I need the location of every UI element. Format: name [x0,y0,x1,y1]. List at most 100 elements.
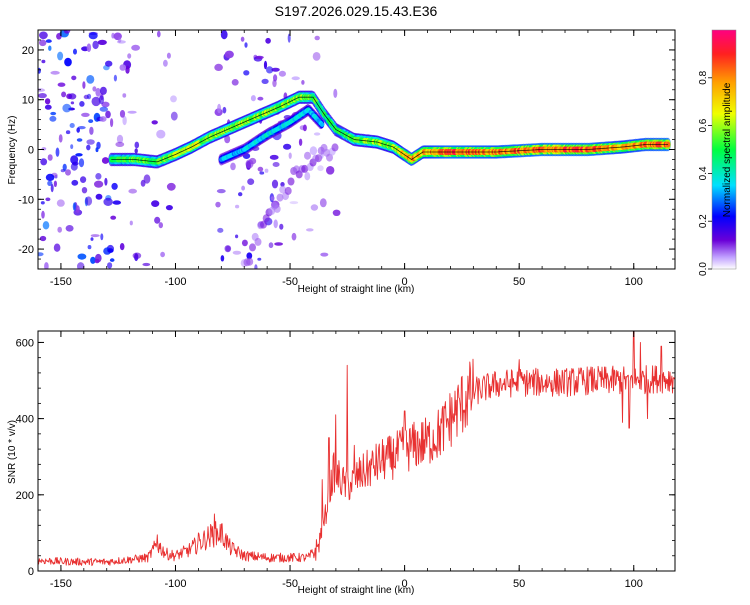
noise-blob [77,253,87,260]
snr-series [38,331,675,567]
noise-blob [140,179,146,187]
noise-blob [151,120,158,125]
noise-blob [56,199,65,207]
spectrogram-cells [38,30,671,269]
noise-blob [90,234,100,238]
noise-blob [76,127,80,133]
snr-plot-area [38,331,675,571]
faint-track-cell [254,237,262,246]
noise-blob [245,159,254,169]
noise-blob [283,143,292,150]
noise-blob [55,147,60,157]
noise-blob [166,52,171,59]
faint-track-cell [326,153,333,162]
noise-blob [302,124,307,132]
noise-blob [129,220,133,226]
faint-track-cell [287,177,295,186]
noise-blob [38,67,41,74]
noise-blob [220,30,228,40]
noise-blob [272,162,280,167]
snr-y-tick-label: 200 [16,490,34,502]
noise-blob [86,75,95,84]
snr-line [38,331,675,567]
noise-blob [265,37,271,44]
colorbar-label: Normalized spectral amplitude [722,82,733,217]
noise-blob [224,245,232,253]
noise-blob [73,48,77,55]
colorbar-ticks: 0.0 0.2 0.4 0.6 0.8 [698,70,712,276]
noise-blob [215,201,221,208]
noise-blob [75,153,83,157]
noise-blob [61,91,67,98]
noise-blob [39,31,48,40]
noise-blob [122,93,127,98]
noise-blob [131,44,141,51]
noise-blob [112,200,122,205]
noise-blob [235,204,240,209]
noise-blob [257,166,264,172]
noise-blob [48,45,52,51]
colorbar-tick-label: 0.8 [698,70,709,84]
noise-blob [41,210,45,219]
noise-blob [65,169,71,176]
noise-blob [243,70,250,76]
noise-blob [127,110,137,114]
snr-frame [37,330,676,572]
noise-blob [42,221,50,230]
noise-blob [216,189,226,194]
noise-blob [90,256,96,264]
noise-blob [320,252,329,257]
noise-blob [273,219,278,229]
noise-blob [107,262,113,269]
noise-blob [270,196,275,201]
noise-blob [68,93,77,100]
noise-blob [289,201,299,205]
noise-blob [40,158,48,166]
noise-blob [306,228,314,232]
noise-blob [69,123,75,128]
noise-blob [134,148,138,154]
noise-blob [96,141,101,150]
colorbar-frame [711,29,737,270]
snr-x-tick-label: 0 [402,578,408,590]
snr-x-label: Height of straight line (km) [298,585,415,596]
noise-blob [99,106,109,112]
noise-blob [95,147,99,153]
noise-blob [274,242,283,246]
noise-blob [217,103,222,114]
y-tick-label: 10 [22,95,34,107]
faint-track-cell [331,143,339,152]
faint-track-cell [249,243,256,252]
noise-blob [271,67,280,72]
noise-blob [45,173,55,181]
noise-blob [44,262,49,269]
snr-y-label: SNR (10 * v/v) [7,420,18,484]
noise-blob [116,134,124,144]
faint-track-cell [276,193,284,202]
noise-blob [288,152,292,159]
noise-blob [88,32,98,40]
y-tick-label: -10 [18,194,34,206]
noise-blob [231,79,239,86]
noise-blob [99,86,107,95]
noise-blob [85,196,93,206]
noise-blob [38,88,45,92]
noise-blob [53,243,61,252]
noise-blob [247,178,255,185]
noise-blob [95,173,102,180]
noise-blob [53,180,58,187]
noise-blob [78,158,85,168]
noise-blob [272,79,277,88]
noise-blob [301,80,305,85]
noise-blob [115,141,125,147]
noise-blob [103,197,113,206]
noise-blob [44,98,51,105]
colorbar-gradient [712,30,736,269]
noise-blob [80,176,87,184]
noise-blob [241,239,248,247]
faint-track-cell [273,204,281,213]
noise-blob [250,95,256,102]
noise-blob [142,262,151,267]
noise-blob [310,204,319,211]
